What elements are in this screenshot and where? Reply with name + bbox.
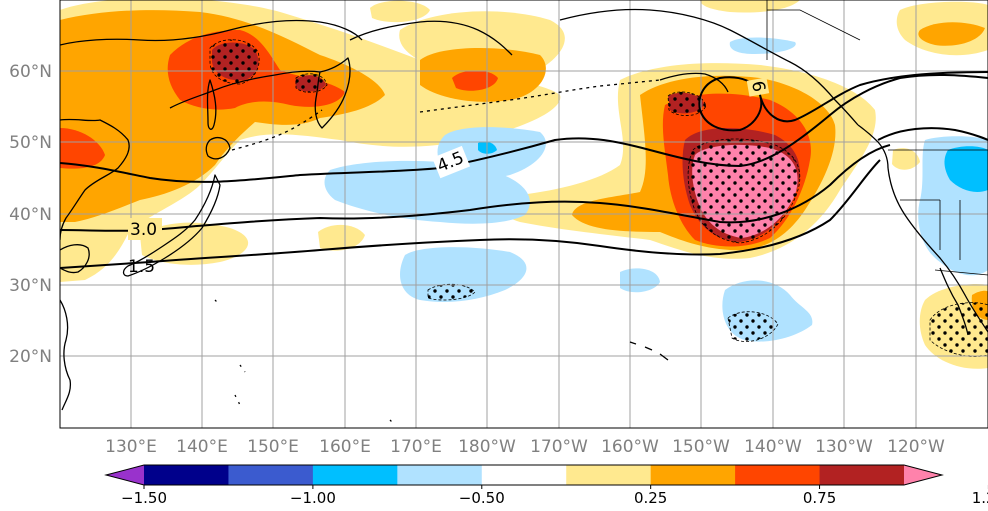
- colorbar-segment: [228, 465, 314, 485]
- borders: [766, 0, 988, 276]
- lat-label-30n: 30°N: [9, 276, 52, 296]
- colorbar-segment: [481, 465, 567, 485]
- coast-hawaii: [629, 341, 669, 361]
- colorbar-segment: [650, 465, 736, 485]
- coast-aleutians: [419, 79, 661, 113]
- lat-label-40n: 40°N: [9, 205, 52, 225]
- contour-1-5: [60, 159, 881, 269]
- lon-label-130e: 130°E: [105, 437, 157, 457]
- map-frame: [59, 0, 988, 429]
- stipple-asia: [209, 39, 260, 85]
- shade-top-yellow: [370, 0, 430, 23]
- colorbar-tick-label: 1.25: [972, 489, 988, 507]
- contour-high-na: [877, 127, 988, 141]
- shade-top-yellow-2: [700, 0, 800, 13]
- coast-bc: [857, 124, 889, 169]
- colorbar-segment: [819, 465, 905, 485]
- colorbar-tick-label: 0.25: [634, 489, 667, 507]
- coastlines: [60, 8, 988, 426]
- shade-orange-na: [918, 22, 985, 46]
- coast-japan-honshu: [122, 174, 221, 277]
- coast-china-south: [60, 299, 72, 411]
- contour-label-6: 6: [747, 79, 769, 93]
- lon-label-160w: 160°W: [601, 437, 659, 457]
- coast-sakhalin: [206, 79, 217, 130]
- shade-yellow-us: [892, 148, 920, 170]
- climatology-contours: [60, 71, 988, 269]
- colorbar-segment: [735, 465, 821, 485]
- coast-alaska: [559, 8, 859, 126]
- coast-baja: [939, 267, 969, 336]
- lat-label-20n: 20°N: [9, 347, 52, 367]
- map-area: 3.0 4.5 6 1.5: [60, 0, 988, 428]
- stipple-mexico: [929, 302, 988, 357]
- lon-label-180w: 180°W: [458, 437, 516, 457]
- contour-label-1-5: 1.5: [128, 257, 155, 277]
- lon-label-160e: 160°E: [319, 437, 371, 457]
- lon-label-140w: 140°W: [744, 437, 802, 457]
- latitude-labels: 60°N 50°N 40°N 30°N 20°N: [9, 62, 52, 367]
- lon-label-150e: 150°E: [247, 437, 299, 457]
- shade-blue-alaska: [729, 37, 796, 54]
- coast-okhotsk: [169, 70, 321, 109]
- coast-chukotka: [349, 20, 513, 56]
- colorbar-tick-label: −1.00: [290, 489, 336, 507]
- shade-blue-west-2: [944, 146, 988, 192]
- lon-label-140e: 140°E: [176, 437, 228, 457]
- coast-kamchatka: [314, 57, 351, 129]
- colorbar-extend-low: [106, 465, 144, 485]
- longitude-labels: 130°E 140°E 150°E 160°E 170°E 180°W 170°…: [105, 437, 945, 457]
- shade-yellow-pac: [318, 224, 365, 251]
- contour-label-3-0: 3.0: [130, 220, 157, 240]
- coast-east-asia: [60, 118, 130, 241]
- lon-label-120w: 120°W: [887, 437, 945, 457]
- lat-label-60n: 60°N: [9, 62, 52, 82]
- stipple-blue-5: [727, 311, 779, 342]
- shade-asia-orange: [60, 10, 385, 222]
- stipple-gulf: [667, 91, 707, 116]
- coast-hokkaido: [205, 137, 231, 160]
- coast-siberia-top: [60, 19, 363, 46]
- coast-korea: [60, 244, 90, 274]
- lon-label-130w: 130°W: [815, 437, 873, 457]
- colorbar-tick-label: −0.50: [459, 489, 505, 507]
- lon-label-170e: 170°E: [390, 437, 442, 457]
- contour-3-0: [60, 144, 891, 232]
- coast-alaska-peninsula: [659, 72, 729, 93]
- colorbar-segment: [397, 465, 483, 485]
- colorbar-segment: [144, 465, 229, 485]
- lon-label-170w: 170°W: [530, 437, 588, 457]
- coast-us-west: [887, 167, 988, 333]
- colorbar-segment: [566, 465, 652, 485]
- shade-japan-red: [60, 128, 105, 169]
- colorbar: −1.50 −1.00 −0.50 0.25 0.75 1.25: [104, 464, 988, 507]
- colorbar-tick-label: 0.75: [803, 489, 836, 507]
- colorbar-extend-high: [904, 465, 942, 485]
- contour-4-5: [60, 73, 988, 183]
- colorbar-segment: [312, 465, 398, 485]
- lon-label-150w: 150°W: [672, 437, 730, 457]
- contour-labels: 3.0 4.5 6 1.5: [128, 77, 770, 277]
- graticule: [60, 0, 988, 428]
- shade-yellow-pac-2: [140, 222, 249, 265]
- colorbar-tick-label: −1.50: [121, 489, 167, 507]
- lat-label-50n: 50°N: [9, 133, 52, 153]
